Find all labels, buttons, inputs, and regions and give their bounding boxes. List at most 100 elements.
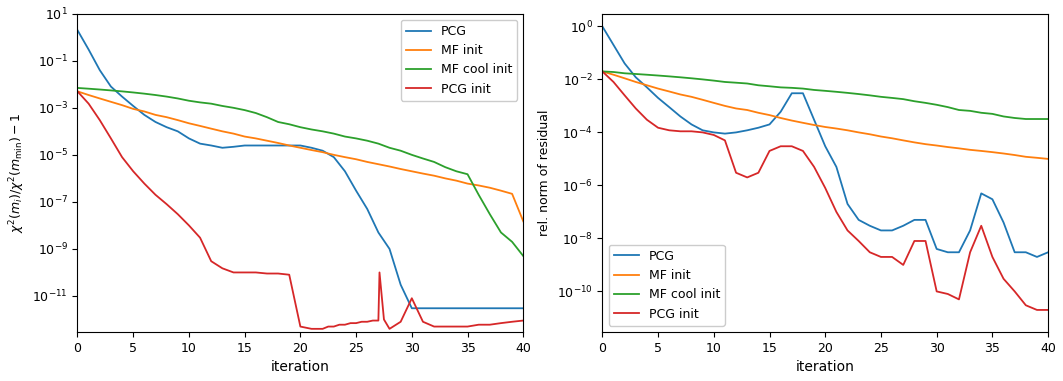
- MF cool init: [450, 169, 462, 174]
- MF cool init: [774, 85, 787, 90]
- PCG: [686, 122, 698, 127]
- MF init: [596, 69, 609, 74]
- MF init: [250, 136, 263, 141]
- MF cool init: [82, 86, 95, 91]
- PCG init: [674, 129, 687, 134]
- PCG init: [373, 270, 386, 275]
- MF init: [663, 89, 676, 94]
- MF init: [283, 143, 296, 148]
- PCG: [126, 104, 139, 108]
- MF cool init: [641, 72, 654, 77]
- MF init: [619, 76, 631, 81]
- MF cool init: [104, 88, 117, 93]
- MF init: [1042, 157, 1054, 161]
- PCG init: [339, 322, 352, 327]
- PCG init: [205, 259, 218, 264]
- MF cool init: [930, 102, 943, 107]
- MF init: [719, 104, 731, 108]
- PCG: [417, 306, 429, 311]
- PCG: [1031, 255, 1044, 259]
- PCG init: [741, 175, 754, 180]
- MF init: [171, 118, 184, 122]
- PCG: [339, 169, 352, 174]
- PCG: [741, 128, 754, 133]
- MF cool init: [149, 93, 162, 97]
- MF cool init: [719, 80, 731, 84]
- MF cool init: [517, 254, 529, 258]
- MF init: [908, 140, 921, 145]
- MF init: [193, 123, 206, 128]
- PCG init: [652, 125, 664, 130]
- MF init: [517, 219, 529, 224]
- MF cool init: [885, 96, 898, 100]
- MF cool init: [729, 80, 742, 85]
- MF init: [830, 126, 843, 131]
- MF cool init: [975, 110, 988, 115]
- PCG: [394, 282, 407, 287]
- PCG: [1042, 250, 1054, 255]
- PCG: [629, 75, 642, 80]
- PCG init: [908, 239, 921, 243]
- PCG: [461, 306, 474, 311]
- PCG init: [193, 235, 206, 240]
- MF init: [472, 183, 485, 188]
- MF init: [71, 89, 84, 94]
- PCG: [952, 250, 965, 255]
- PCG init: [975, 224, 988, 228]
- PCG init: [372, 318, 385, 323]
- PCG init: [394, 320, 407, 324]
- PCG init: [322, 324, 335, 329]
- Legend: PCG, MF init, MF cool init, PCG init: PCG, MF init, MF cool init, PCG init: [401, 20, 517, 101]
- PCG init: [596, 69, 609, 74]
- PCG init: [729, 170, 742, 175]
- MF init: [707, 101, 720, 105]
- PCG init: [283, 272, 296, 277]
- PCG init: [607, 80, 620, 84]
- MF init: [126, 107, 139, 111]
- PCG: [696, 128, 709, 133]
- PCG: [986, 197, 999, 202]
- PCG init: [986, 255, 999, 259]
- MF init: [942, 145, 955, 149]
- Line: MF init: MF init: [603, 71, 1048, 159]
- PCG: [405, 306, 418, 311]
- PCG init: [1042, 307, 1054, 312]
- MF init: [360, 160, 373, 164]
- PCG: [975, 191, 988, 196]
- MF init: [863, 132, 876, 136]
- MF cool init: [238, 108, 251, 112]
- PCG init: [663, 128, 676, 133]
- MF init: [641, 83, 654, 88]
- MF cool init: [305, 127, 318, 132]
- MF init: [94, 96, 106, 101]
- PCG: [193, 141, 206, 146]
- MF init: [216, 129, 229, 134]
- MF cool init: [506, 240, 519, 244]
- MF cool init: [205, 101, 218, 106]
- MF init: [819, 125, 831, 129]
- MF init: [875, 134, 888, 139]
- Line: MF cool init: MF cool init: [78, 88, 523, 256]
- MF cool init: [686, 76, 698, 81]
- PCG: [238, 143, 251, 148]
- PCG: [674, 114, 687, 119]
- MF cool init: [663, 74, 676, 78]
- MF init: [104, 99, 117, 104]
- MF cool init: [619, 71, 631, 75]
- PCG: [942, 250, 955, 255]
- MF cool init: [830, 90, 843, 94]
- PCG init: [919, 239, 932, 243]
- MF init: [930, 143, 943, 148]
- MF init: [964, 147, 977, 152]
- PCG: [116, 94, 129, 99]
- MF init: [161, 115, 173, 120]
- MF cool init: [986, 112, 999, 116]
- MF cool init: [394, 149, 407, 153]
- MF init: [885, 136, 898, 141]
- MF init: [897, 138, 910, 142]
- PCG: [1019, 250, 1032, 255]
- PCG init: [183, 223, 196, 228]
- MF cool init: [183, 98, 196, 103]
- MF init: [149, 113, 162, 117]
- MF cool init: [116, 89, 129, 94]
